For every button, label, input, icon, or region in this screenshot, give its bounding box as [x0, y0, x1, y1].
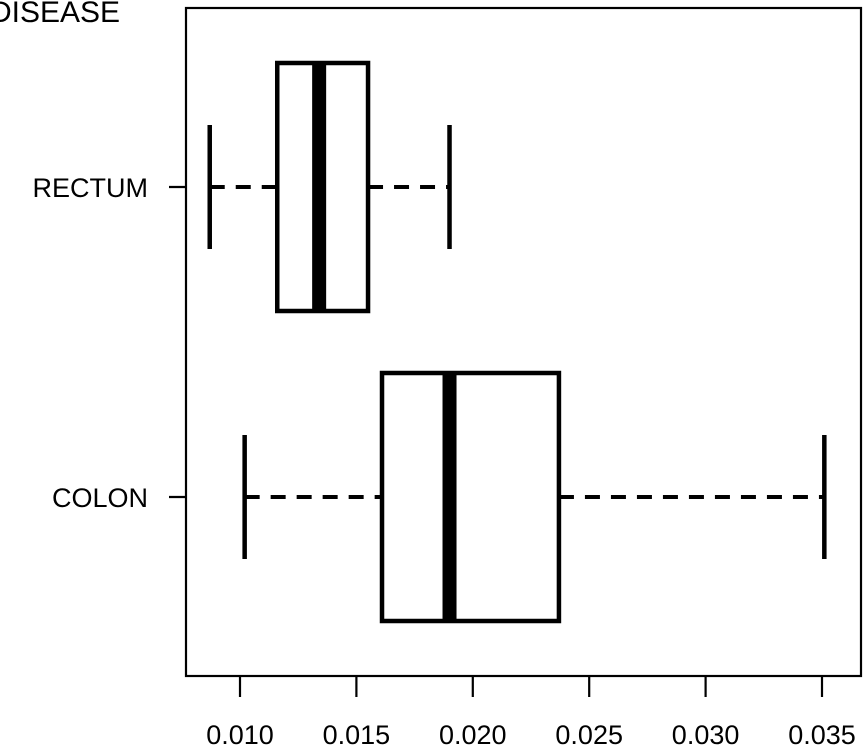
plot-frame: [184, 6, 863, 678]
y-tick-label: RECTUM: [33, 173, 149, 203]
x-tick-label: 0.030: [672, 720, 740, 750]
chart-title: DISEASE: [0, 0, 120, 29]
x-tick-label: 0.015: [323, 720, 391, 750]
iqr-box: [379, 370, 562, 624]
y-tick-label: COLON: [52, 483, 148, 513]
box-colon: [242, 370, 827, 624]
x-axis: 0.010 0.015 0.020 0.025 0.030 0.035: [206, 676, 856, 750]
y-axis: RECTUM COLON: [33, 173, 186, 513]
boxes: [207, 60, 827, 624]
box-rectum: [207, 60, 452, 314]
x-tick-label: 0.010: [206, 720, 274, 750]
x-tick-label: 0.020: [439, 720, 507, 750]
x-tick-label: 0.025: [555, 720, 623, 750]
x-tick-label: 0.035: [788, 720, 856, 750]
